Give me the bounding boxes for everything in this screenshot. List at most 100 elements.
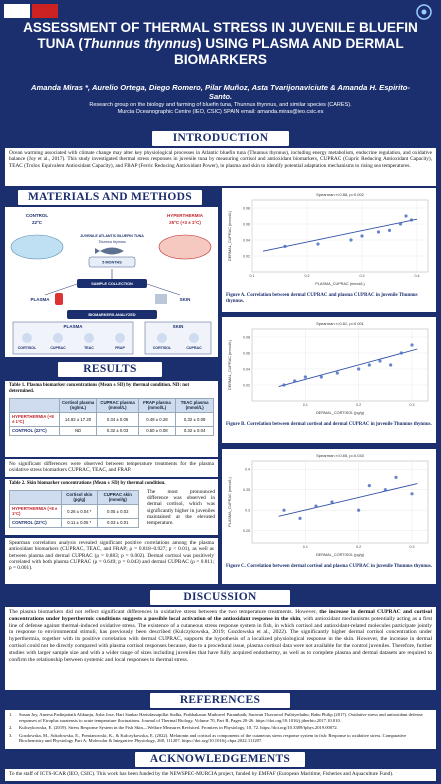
cell: 0.50 ± 0.08 — [137, 425, 177, 436]
x-axis-label: PLASMA_CUPRAC (mmol/L) — [315, 282, 365, 286]
result-text: The most pronounced difference was obser… — [147, 488, 215, 527]
figure-caption: Figure B. Correlation between dermal cor… — [226, 422, 432, 427]
point — [367, 484, 371, 488]
label: PLASMA — [31, 297, 51, 302]
label: CUPRAC — [186, 346, 202, 350]
cell: 0.34 ± 0.06 — [96, 411, 139, 427]
x-tick-label: 0.3 — [360, 274, 365, 278]
section-heading: MATERIALS AND METHODS — [18, 190, 202, 205]
y-tick-label: 0.02 — [243, 383, 250, 387]
point — [298, 516, 302, 520]
section-heading: RESULTS — [58, 362, 162, 377]
chart-title: Spearman r=0.81, p=0.001 — [316, 321, 365, 326]
section-heading: REFERENCES — [150, 693, 290, 708]
reference-text: Susan Joy, Aneesa Padinjattath Alikunju,… — [19, 712, 423, 723]
discussion-text: The plasma biomarkers did not reflect si… — [5, 607, 436, 690]
result-text: Spearman correlation analysis revealed s… — [5, 538, 218, 584]
affiliation-line: Research group on the biology and farmin… — [89, 102, 352, 108]
highlight: the increase in dermal CUPRAC and cortis… — [9, 609, 432, 622]
title: ASSESSMENT OF THERMAL STRESS IN JUVENILE… — [8, 20, 433, 68]
column-header: CUPRAC skin (mmol/g) — [96, 489, 140, 505]
cell: 0.32 ± 0.08 — [175, 411, 214, 427]
label: CORTISOL — [153, 346, 172, 350]
table-row: CONTROL (22ºC) ND 0.32 ± 0.03 0.50 ± 0.08 0.… — [9, 425, 214, 436]
figure: Spearman r=0.88, p=0.002 0.02 0.04 0.06 0.08… — [222, 188, 436, 312]
title-species: Thunnus thynnus — [82, 36, 197, 51]
table-caption: Table 2. Skin biomarker concentrations (… — [9, 481, 166, 486]
corner — [8, 489, 63, 505]
x-tick-label: 0.3 — [410, 403, 415, 407]
row-label: HYPERTHERMIA (+8 ± 1ºC) — [9, 411, 60, 427]
y-tick-label: 0.04 — [243, 367, 250, 371]
label: CORTISOL — [18, 346, 37, 350]
point — [410, 492, 414, 496]
point — [335, 371, 339, 375]
label: BIOMARKERS ANALYZED — [88, 313, 135, 317]
scatter-chart: Spearman r=0.81, p=0.001 0.02 0.04 0.06 0.08… — [228, 321, 429, 415]
column-header: Cortisol skin (pg/g) — [61, 489, 98, 505]
y-tick-label: 0.4 — [245, 468, 250, 472]
label: JUVENILE ATLANTIC BLUEFIN TUNA — [80, 234, 144, 238]
point — [319, 375, 323, 379]
point — [282, 508, 286, 512]
affiliation-line: Murcia Oceanographic Centre (IEO, CSIC) … — [117, 108, 324, 115]
reference-number: 2. — [9, 725, 13, 730]
corner — [9, 397, 60, 413]
row-label: CONTROL (22ºC) — [9, 425, 60, 436]
section-heading: DISCUSSION — [150, 590, 290, 605]
table-row: HYPERTHERMIA (+8 ± 1ºC) 14.92 ± 17.20 0.34… — [9, 411, 214, 427]
cell: 0.05 ± 0.02 — [96, 503, 140, 519]
point — [376, 230, 381, 234]
x-tick-label: 0.3 — [410, 545, 415, 549]
reference: 2. Kulczykowska, E. (2019). Stress Respon… — [5, 724, 436, 732]
affiliation: Research group on the biology and farmin… — [20, 102, 421, 115]
cell: 0.32 ± 0.03 — [96, 425, 139, 436]
x-tick-label: 0.2 — [356, 403, 361, 407]
point — [367, 363, 371, 367]
point — [357, 508, 361, 512]
text: , with antioxidant mechanisms potentiall… — [9, 615, 432, 663]
reference-number: 1. — [9, 712, 13, 717]
y-tick-label: 0.02 — [243, 254, 250, 258]
y-tick-label: 0.04 — [243, 238, 250, 242]
label: SKIN — [180, 297, 191, 302]
table: Cortisol skin (pg/g) CUPRAC skin (mmol/g)… — [8, 489, 140, 528]
y-axis-label: DERMAL_CUPRAC (mmol/L) — [228, 339, 232, 390]
authors: Amanda Miras *, Aurelio Ortega, Diego Ro… — [31, 83, 410, 101]
point — [404, 214, 408, 218]
point — [399, 351, 403, 355]
trend-line — [278, 348, 418, 388]
cell: 0.11 ± 0.05 * — [61, 517, 98, 528]
label: 25ºC (+3 ± 1ºC) — [169, 220, 201, 225]
row-label: CONTROL (22ºC) — [8, 517, 63, 528]
point — [387, 228, 392, 232]
x-axis-label: DERMAL_CORTISOL (pg/g) — [316, 553, 365, 557]
table-row: HYPERTHERMIA (+8 ± 1ºC) 0.26 ± 0.04 * 0.05… — [8, 503, 140, 519]
cell: 0.26 ± 0.04 * — [61, 503, 98, 519]
point — [389, 363, 393, 367]
x-tick-label: 0.2 — [305, 274, 310, 278]
figure-caption: Figure A. Correlation between dermal CUP… — [226, 293, 418, 304]
table-2: Table 2. Skin biomarker concentrations (… — [5, 479, 218, 535]
cell: ND — [58, 425, 98, 436]
introduction-text: Ocean warming associated with climate ch… — [5, 148, 436, 186]
cell: 0.49 ± 0.28 — [137, 411, 177, 427]
label: SAMPLE COLLECTION — [91, 282, 133, 286]
table: Cortisol plasma (ng/mL) CUPRAC plasma (mm… — [9, 397, 214, 436]
logo-left — [4, 4, 58, 18]
point — [330, 500, 334, 504]
icon — [84, 333, 94, 343]
reference: 1. Susan Joy, Aneesa Padinjattath Alikunj… — [5, 711, 436, 724]
point — [349, 238, 353, 242]
icon — [115, 333, 125, 343]
text: The plasma biomarkers did not reflect si… — [9, 609, 320, 615]
figure: Spearman r=0.65, p=0.043 0.25 0.3 0.35 0.4 0.… — [222, 449, 436, 584]
point — [316, 242, 320, 246]
column-header: FRAP plasma (mmol/L) — [137, 397, 177, 413]
scatter-chart: Spearman r=0.65, p=0.043 0.25 0.3 0.35 0.4 0.… — [228, 453, 429, 557]
label: SKIN — [173, 324, 184, 329]
y-tick-label: 0.35 — [243, 488, 250, 492]
acknowledgements-text: To the staff of ICTS-ICAR (IEO, CSIC). T… — [5, 769, 436, 781]
reference-text: Kulczykowska, E. (2019). Stress Response… — [19, 725, 338, 730]
